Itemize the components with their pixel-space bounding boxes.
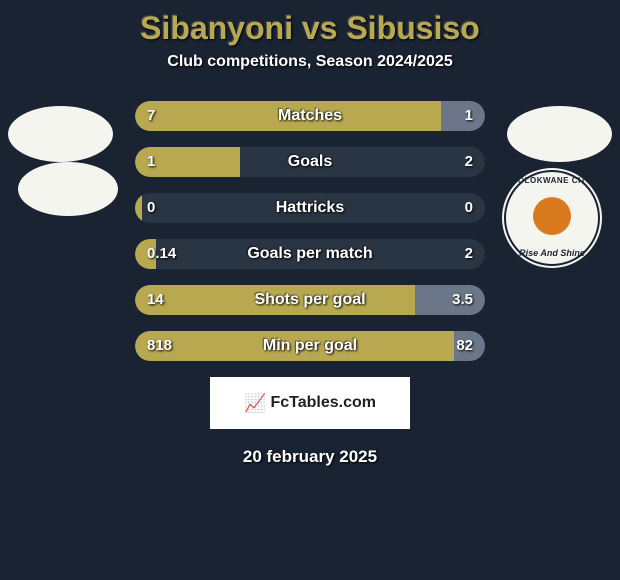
stat-label: Min per goal (135, 331, 485, 361)
stat-row: Goals per match0.14 2 (135, 239, 485, 269)
stat-label: Goals per match (135, 239, 485, 269)
stat-value-right: 0 (465, 193, 473, 223)
club-left-badge (18, 162, 118, 216)
club-right-badge: POLOKWANE CITY Rise And Shine (502, 168, 602, 268)
player-left-avatar (8, 106, 113, 162)
stat-value-left: 1 (147, 147, 155, 177)
stat-value-left: 818 (147, 331, 172, 361)
branding-badge: 📈 FcTables.com (210, 377, 410, 429)
comparison-title: Sibanyoni vs Sibusiso (0, 0, 620, 53)
stat-label: Hattricks (135, 193, 485, 223)
stat-value-right: 82 (456, 331, 473, 361)
stat-value-right: 2 (465, 147, 473, 177)
chart-icon: 📈 (244, 393, 266, 414)
stat-label: Shots per goal (135, 285, 485, 315)
stat-row: Hattricks0 0 (135, 193, 485, 223)
club-badge-center (533, 197, 571, 235)
stat-value-left: 7 (147, 101, 155, 131)
stat-row: Matches7 1 (135, 101, 485, 131)
stat-label: Goals (135, 147, 485, 177)
stat-value-right: 2 (465, 239, 473, 269)
club-badge-top-text: POLOKWANE CITY (502, 176, 602, 185)
stat-row: Shots per goal14 3.5 (135, 285, 485, 315)
comparison-subtitle: Club competitions, Season 2024/2025 (0, 53, 620, 71)
stat-value-left: 14 (147, 285, 164, 315)
stat-row: Min per goal818 82 (135, 331, 485, 361)
club-badge-bottom-text: Rise And Shine (502, 248, 602, 258)
stat-row: Goals1 2 (135, 147, 485, 177)
snapshot-date: 20 february 2025 (0, 447, 620, 467)
stat-value-right: 1 (465, 101, 473, 131)
player-right-avatar (507, 106, 612, 162)
stat-label: Matches (135, 101, 485, 131)
stat-value-right: 3.5 (452, 285, 473, 315)
stat-value-left: 0.14 (147, 239, 176, 269)
stats-bars: Matches71Goals12Hattricks00Goals per mat… (135, 101, 485, 361)
stat-value-left: 0 (147, 193, 155, 223)
branding-text: FcTables.com (270, 394, 376, 412)
